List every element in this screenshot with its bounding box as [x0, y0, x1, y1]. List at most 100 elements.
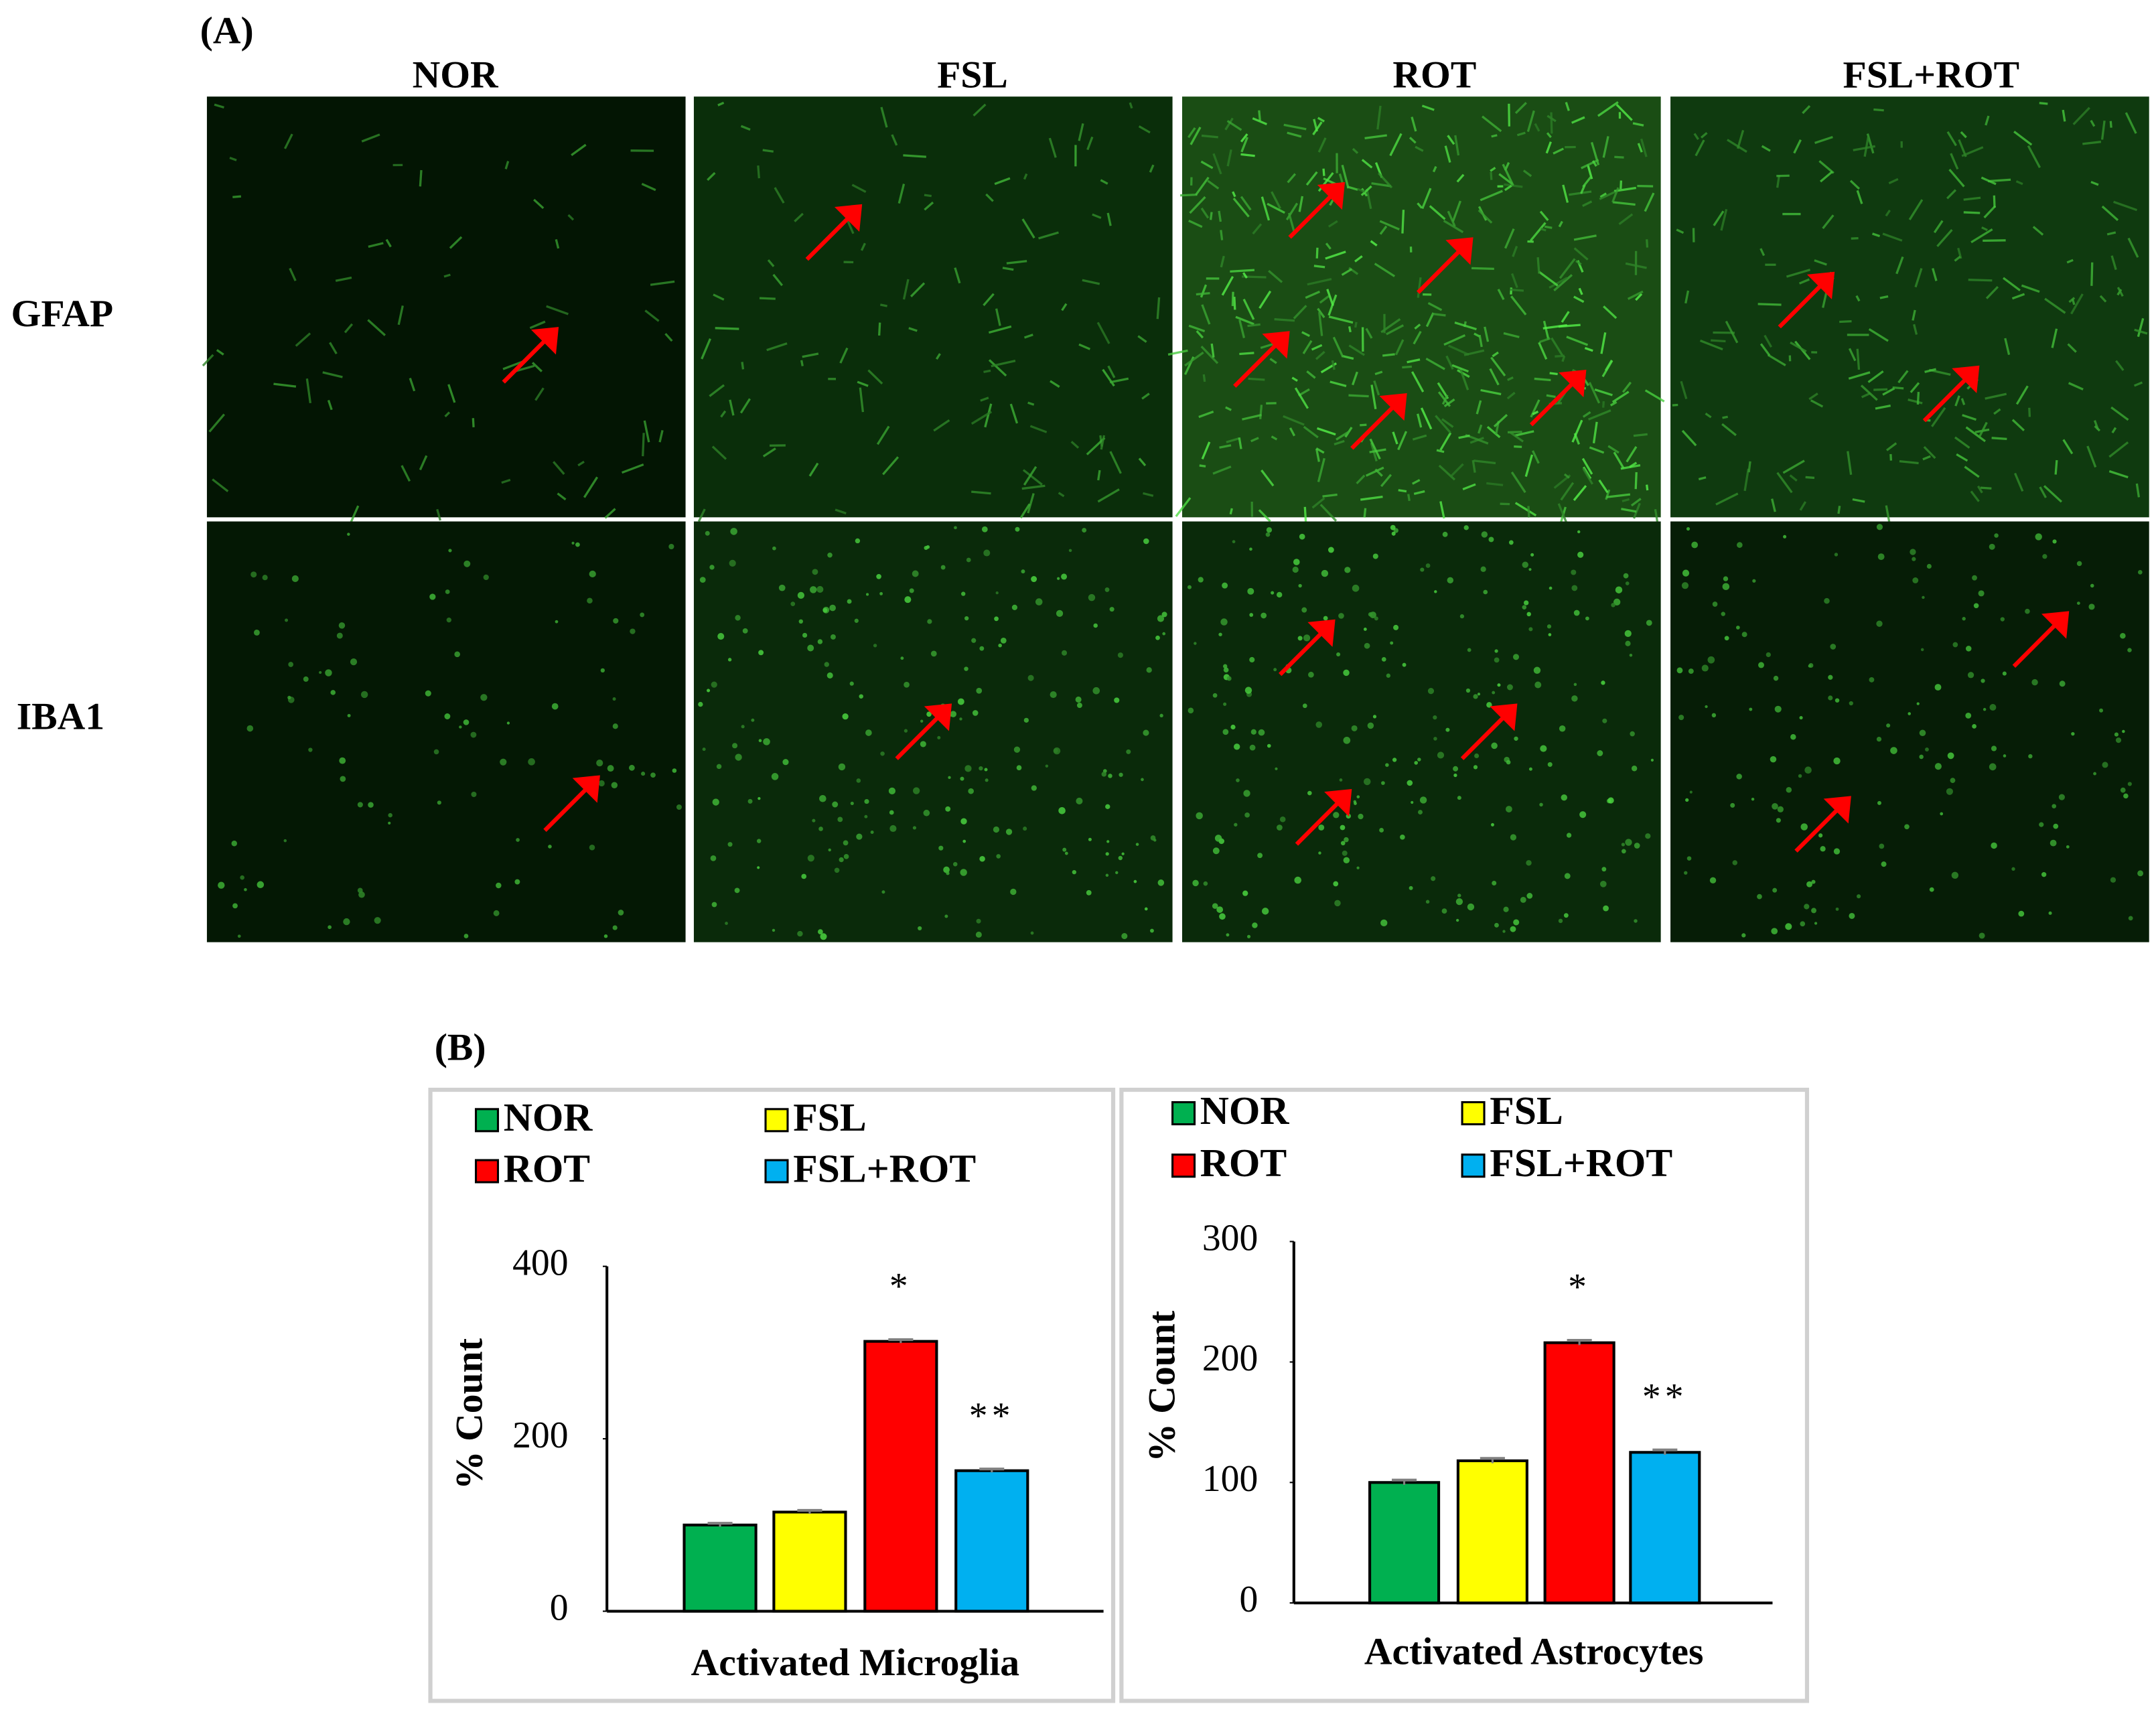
cell — [1451, 200, 1462, 222]
cell — [533, 198, 545, 210]
cell — [959, 717, 962, 721]
cell — [1322, 168, 1325, 176]
cell — [1811, 908, 1817, 914]
cell — [2088, 603, 2095, 610]
cell — [709, 565, 715, 570]
cell — [873, 644, 877, 648]
cell — [1681, 582, 1689, 589]
cell — [1331, 360, 1336, 370]
cell — [1534, 377, 1551, 382]
cell — [1315, 721, 1323, 728]
cell — [1602, 718, 1607, 723]
cell — [983, 549, 991, 557]
cell — [1581, 159, 1599, 169]
cell — [1473, 765, 1478, 770]
cell — [2109, 121, 2112, 128]
cell — [1316, 427, 1336, 436]
cell — [1258, 110, 1261, 121]
cell — [1890, 747, 1897, 754]
cell — [216, 349, 224, 356]
cell — [1612, 201, 1636, 206]
cell — [2110, 877, 2116, 883]
cell — [1676, 667, 1683, 674]
cell — [409, 378, 416, 392]
cell — [1250, 729, 1256, 735]
cell — [1625, 581, 1630, 585]
cell — [1798, 278, 1810, 285]
cell — [1561, 356, 1566, 362]
cell — [1371, 182, 1391, 188]
cell — [1268, 269, 1283, 283]
cell — [1465, 688, 1471, 693]
cell — [1736, 129, 1745, 149]
cell — [757, 866, 760, 869]
cell — [1758, 662, 1764, 668]
cell — [1212, 847, 1220, 855]
cell — [1210, 343, 1215, 358]
cell — [1070, 441, 1080, 449]
cell — [1510, 472, 1526, 494]
cell — [1385, 763, 1389, 767]
cell — [2003, 754, 2007, 758]
cell — [1522, 169, 1532, 177]
cell — [1602, 136, 1609, 158]
cell — [1298, 583, 1302, 588]
cell — [1520, 896, 1526, 903]
cell — [2116, 287, 2124, 297]
cell — [232, 195, 242, 198]
cell — [1086, 889, 1092, 896]
cell — [927, 619, 932, 624]
cell — [1226, 120, 1242, 131]
cell — [1577, 530, 1581, 534]
cell — [1421, 188, 1432, 210]
cell — [1195, 176, 1210, 196]
cell — [995, 308, 1001, 326]
cell — [1230, 269, 1255, 273]
cell — [1800, 823, 1808, 831]
cell — [1000, 638, 1007, 644]
cell — [2068, 382, 2084, 390]
cell — [1473, 459, 1496, 465]
cell — [832, 801, 839, 808]
cell — [2086, 445, 2097, 468]
cell — [1366, 188, 1372, 210]
cell — [1031, 785, 1037, 791]
cell — [1021, 218, 1035, 239]
legend-label: ROT — [1200, 1141, 1287, 1185]
cell — [1313, 265, 1325, 269]
cell — [1212, 903, 1218, 909]
cell — [1985, 285, 1999, 299]
cell — [827, 553, 833, 558]
cell — [976, 687, 983, 694]
cell — [514, 879, 520, 885]
cell — [1897, 370, 1909, 384]
cell — [449, 236, 463, 249]
cell — [463, 719, 470, 725]
cell — [1484, 326, 1490, 342]
cell — [612, 925, 618, 930]
cell — [1956, 453, 1968, 462]
cell — [1243, 790, 1250, 797]
legend-label: NOR — [1200, 1088, 1290, 1133]
cell — [1637, 143, 1643, 153]
cell — [347, 532, 350, 536]
cell — [244, 887, 247, 892]
cell — [2106, 231, 2116, 236]
cell — [1038, 231, 1059, 240]
cell — [622, 463, 644, 474]
cell — [2108, 470, 2129, 479]
cell — [1481, 531, 1488, 538]
cell — [1849, 912, 1855, 919]
cell — [1143, 729, 1149, 736]
cell — [808, 462, 819, 477]
cell — [1601, 867, 1607, 872]
cell — [1698, 476, 1707, 481]
cell — [710, 855, 717, 861]
cell — [528, 758, 535, 766]
cell — [1538, 271, 1559, 287]
cell — [1192, 879, 1199, 887]
cell — [1365, 328, 1373, 339]
cell — [1109, 377, 1129, 384]
cell — [1808, 662, 1814, 668]
cell — [1078, 343, 1091, 350]
